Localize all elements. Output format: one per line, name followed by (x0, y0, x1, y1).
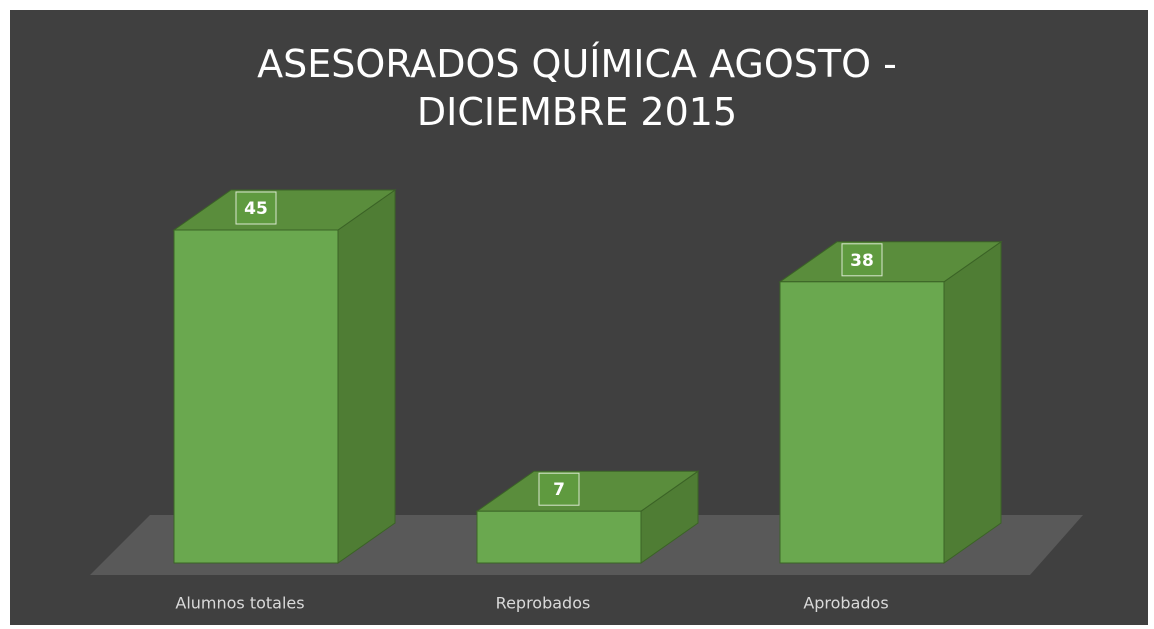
data-label: 7 (553, 480, 565, 500)
x-tick-label: Alumnos totales (175, 594, 304, 613)
data-label-box (841, 243, 883, 277)
x-tick-label: Reprobados (496, 594, 591, 613)
bar (779, 281, 945, 564)
x-tick-label: Aprobados (803, 594, 888, 613)
bar (173, 229, 339, 564)
data-label-box (538, 472, 580, 506)
bar (476, 510, 642, 564)
data-label: 45 (244, 199, 268, 219)
data-label-box (235, 191, 277, 225)
bar-side (943, 240, 1002, 564)
chart-title: ASESORADOS QUÍMICA AGOSTO - DICIEMBRE 20… (257, 42, 897, 134)
data-label: 38 (850, 251, 874, 271)
bar-side (337, 189, 396, 564)
